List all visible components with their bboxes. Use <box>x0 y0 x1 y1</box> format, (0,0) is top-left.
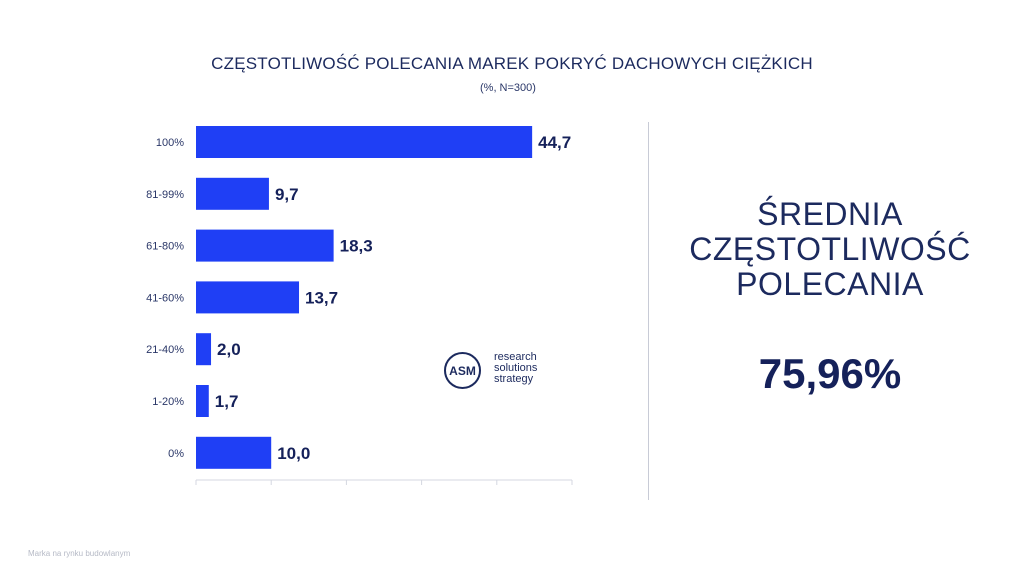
category-label: 0% <box>168 448 184 460</box>
logo-line: solutions <box>494 362 538 374</box>
logo-text: research solutions strategy <box>494 352 604 385</box>
bar <box>196 436 272 469</box>
bar <box>196 385 209 417</box>
summary-label-line: ŚREDNIA <box>757 196 903 232</box>
category-label: 100% <box>156 137 184 149</box>
footer-text: Marka na rynku budowlanym <box>28 549 131 558</box>
category-label: 61-80% <box>146 241 184 253</box>
summary-value: 75,96% <box>758 350 902 397</box>
bar <box>196 333 212 366</box>
summary-label-line: CZĘSTOTLIWOŚĆ <box>689 231 971 267</box>
bar <box>196 177 269 210</box>
category-label: 1-20% <box>152 396 184 408</box>
divider-line <box>648 122 649 500</box>
chart-subtitle: (%, N=300) <box>480 82 536 94</box>
logo-line: research <box>494 351 537 363</box>
logo-mark: ASM <box>444 352 481 389</box>
bar <box>196 229 334 262</box>
summary-label: ŚREDNIA CZĘSTOTLIWOŚĆ POLECANIA <box>660 197 1000 302</box>
bar <box>196 281 300 314</box>
logo-line: strategy <box>494 373 534 385</box>
chart-title: CZĘSTOTLIWOŚĆ POLECANIA MAREK POKRYĆ DAC… <box>211 54 813 73</box>
category-label: 41-60% <box>146 292 184 304</box>
category-label: 81-99% <box>146 189 184 201</box>
data-label: 10,0 <box>277 444 310 463</box>
data-label: 44,7 <box>538 133 571 152</box>
category-label: 21-40% <box>146 344 184 356</box>
bar <box>196 126 533 158</box>
data-label: 18,3 <box>340 237 373 256</box>
data-label: 2,0 <box>217 340 241 359</box>
data-label: 9,7 <box>275 185 299 204</box>
summary-label-line: POLECANIA <box>736 266 924 302</box>
data-label: 13,7 <box>305 288 338 307</box>
data-label: 1,7 <box>215 392 239 411</box>
